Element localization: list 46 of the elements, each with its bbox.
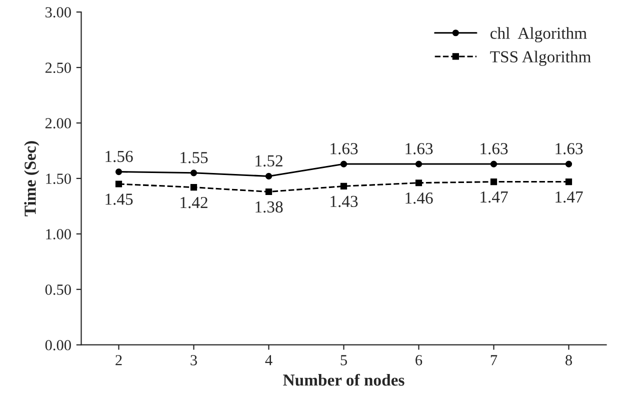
data-label: 1.52 <box>256 155 282 167</box>
data-label: 1.55 <box>180 152 208 164</box>
data-label: 1.63 <box>556 143 583 154</box>
point <box>340 160 348 168</box>
data-label: 1.46 <box>406 192 433 204</box>
x-tick-label: 7 <box>490 355 498 366</box>
x-tick-label: 5 <box>340 355 347 366</box>
y-axis-title: Time (Sec) <box>24 141 40 216</box>
point <box>490 160 498 168</box>
data-label: 1.56 <box>106 150 133 162</box>
point <box>565 178 572 186</box>
x-tick-label: 8 <box>566 355 572 366</box>
data-label: 1.38 <box>256 201 283 213</box>
y-tick-label: 0.00 <box>45 340 71 350</box>
x-axis-title: Number of nodes <box>283 374 404 386</box>
y-tick-label: 1.50 <box>46 174 71 184</box>
data-label: 1.63 <box>330 143 358 154</box>
point <box>490 178 498 186</box>
data-label: 1.47 <box>556 191 583 203</box>
y-tick-label: 2.50 <box>45 62 71 74</box>
data-label: 1.63 <box>480 143 508 154</box>
point <box>265 172 272 180</box>
x-tick-label: 2 <box>116 355 122 366</box>
point <box>115 168 122 176</box>
y-tick-label: 2.00 <box>45 118 71 128</box>
point <box>415 160 422 168</box>
data-label: 1.42 <box>180 196 208 208</box>
data-label: 1.43 <box>330 196 358 208</box>
legend-label: TSS Algorithm <box>490 50 591 66</box>
x-tick-label: 4 <box>265 355 272 366</box>
point <box>340 182 348 190</box>
y-tick-label: 3.00 <box>46 7 71 18</box>
point <box>415 180 422 186</box>
point <box>190 170 198 176</box>
y-tick-label: 1.00 <box>46 229 71 240</box>
legend-label: chl Algorithm <box>490 27 587 42</box>
y-tick-label: 0.50 <box>45 284 71 295</box>
data-label: 1.47 <box>480 191 508 203</box>
x-tick-label: 6 <box>416 355 422 366</box>
data-label: 1.63 <box>406 143 433 154</box>
point <box>190 184 198 191</box>
point <box>265 188 272 196</box>
x-tick-label: 3 <box>190 355 197 366</box>
point <box>565 160 572 168</box>
data-label: 1.45 <box>106 194 133 205</box>
point <box>115 180 122 188</box>
